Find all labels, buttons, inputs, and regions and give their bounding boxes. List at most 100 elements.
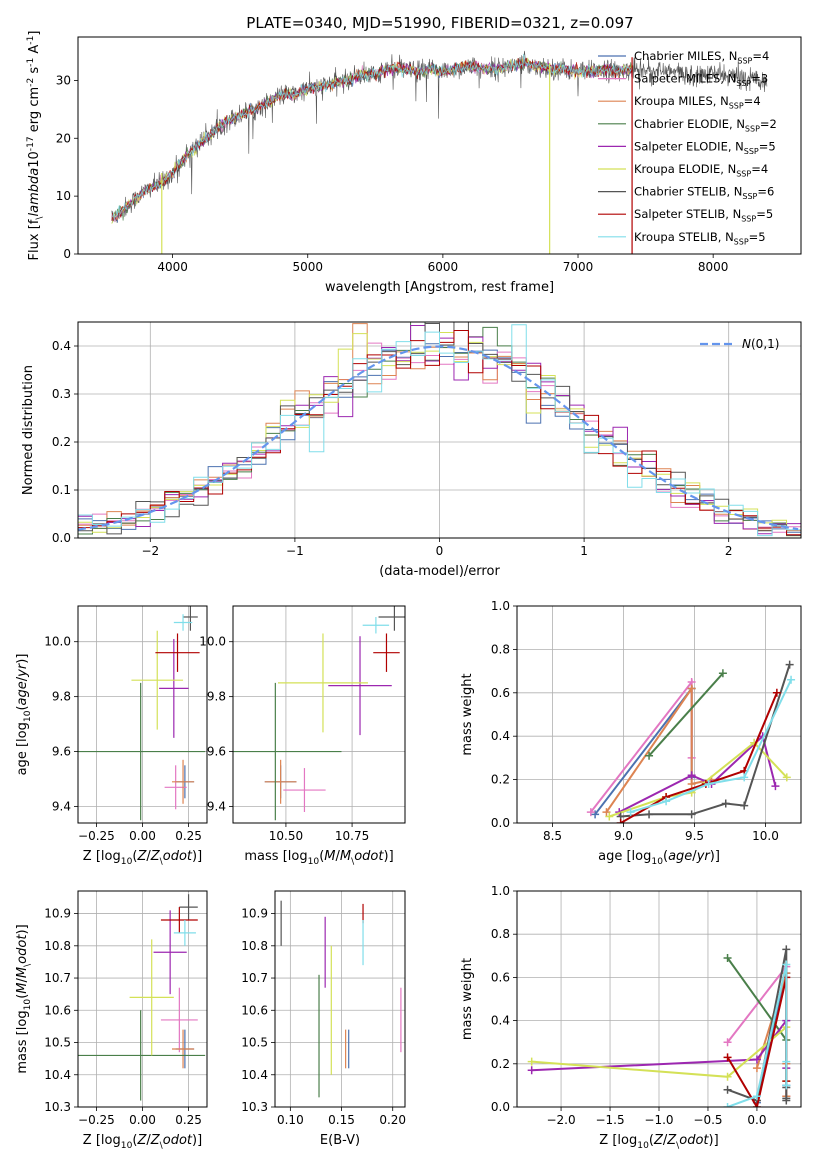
y-tick-label: 0.6 [491,686,510,700]
weight-marker [687,810,696,819]
residuals-frame [77,321,802,539]
y-tick-label: 0.2 [491,773,510,787]
y-tick-label: 10.0 [44,635,71,649]
weight-marker [723,1053,732,1062]
x-axis-label: mass [log10(M/M\odot)] [244,849,393,867]
y-tick-label: 9.4 [52,800,71,814]
model-spectrum-line [111,58,632,221]
weight-line [630,679,793,814]
weight-vs-age-plot-area [586,660,796,823]
y-tick-label: 10.3 [241,1100,268,1114]
weight-marker [723,1072,732,1081]
weight-marker [723,1085,732,1094]
weight-marker [591,810,600,819]
x-tick-label: 5000 [292,260,323,274]
y-tick-label: 1.0 [491,599,510,613]
legend-label: Chabrier STELIB, NSSP=6 [634,185,774,201]
y-tick-label: 10.6 [44,1003,71,1017]
y-tick-label: 9.4 [207,800,226,814]
weight-marker [772,688,781,697]
x-tick-label: −0.25 [78,1113,115,1127]
x-tick-label: 0.15 [328,1113,355,1127]
weight-vs-age-axes: 8.5 9.0 9.5 10.0 0.0 0.2 0.4 0.6 0.8 1.0 age [log1… [460,599,802,867]
x-tick-label: 8.5 [543,829,562,843]
weight-marker [752,1055,761,1064]
weight-marker [723,953,732,962]
weight-line [618,734,777,813]
age-vs-z-frame [77,605,208,824]
residuals-axes: −2 −1 0 1 2 0.0 0.1 0.2 0.3 0.4 (data-model)/error… [21,321,802,579]
y-axis-label: mass weight [460,958,475,1040]
x-tick-label: 10.0 [752,829,779,843]
weight-marker [718,669,727,678]
weight-marker [527,1057,536,1066]
weight-marker [782,1057,791,1066]
histogram-step [78,324,801,537]
y-tick-label: 9.8 [207,690,226,704]
y-tick-label: 10.6 [241,1003,268,1017]
y-tick-label: 0.2 [491,1057,510,1071]
weight-marker [752,1103,761,1107]
model-spectrum-line [111,59,632,223]
weight-marker [752,1092,761,1101]
model-spectrum-line [111,59,632,223]
weight-marker [586,808,595,817]
x-tick-label: −1.5 [595,1113,624,1127]
spectrum-legend: Chabrier MILES, NSSP=4 Salpeter MILES, NS… [598,49,777,246]
x-tick-label: 2 [725,544,733,558]
y-tick-label: 10.5 [44,1036,71,1050]
weight-marker [687,779,696,788]
weight-marker [721,799,730,808]
legend-label: N(0,1) [742,337,779,351]
y-tick-label: 10.8 [44,939,71,953]
y-tick-label: 0.6 [491,970,510,984]
weight-marker [645,751,654,760]
mass-vs-z-axes: −0.25 0.00 0.25 10.3 10.4 10.5 10.6 10.7 10.8 10.… [15,890,208,1151]
y-tick-label: 0.4 [491,1014,510,1028]
weight-line [726,957,788,1041]
y-tick-label: 0.3 [52,387,71,401]
y-tick-label: 10 [56,189,71,203]
mass-vs-z-plot-area [78,894,206,1101]
y-tick-label: 0.4 [52,339,71,353]
mass-vs-ebv-plot-area [280,900,402,1098]
y-tick-label: 20 [56,131,71,145]
weight-marker [782,960,791,969]
x-tick-label: 0.00 [129,1113,156,1127]
y-tick-label: 0.0 [491,1100,510,1114]
weight-marker [752,1064,761,1073]
x-axis-label: wavelength [Angstrom, rest frame] [325,280,554,295]
x-axis-label: age [log10(age/yr)] [598,849,720,867]
weight-marker [645,810,654,819]
x-axis-label: Z [log10(Z/Z\odot)] [599,1133,718,1151]
x-tick-label: −2 [141,544,159,558]
weight-marker [782,1096,791,1105]
legend-label: Kroupa ELODIE, NSSP=4 [634,162,768,178]
weight-marker [616,819,625,823]
model-spectrum-line [111,58,632,223]
weight-marker [605,812,614,821]
x-tick-label: 6000 [428,260,459,274]
y-axis-label: Flux [f\lambda10-17 erg cm-2 s-1 A-1] [26,31,45,261]
weight-vs-age-frame [516,605,802,824]
mass-vs-z-frame [77,890,208,1108]
model-spectrum-line [111,57,632,221]
y-tick-label: 1.0 [491,884,510,898]
figure-title: PLATE=0340, MJD=51990, FIBERID=0321, z=0… [246,14,633,32]
legend-label: Kroupa STELIB, NSSP=5 [634,230,766,246]
weight-marker [771,782,780,791]
x-tick-label: 1 [580,544,588,558]
x-axis-label: Z [log10(Z/Z\odot)] [83,849,202,867]
age-vs-mass-axes: 10.50 10.75 9.4 9.6 9.8 10.0 mass [log10(M/M\o… [199,605,406,867]
gaussian-curve [78,345,799,531]
x-tick-label: 10.75 [335,829,369,843]
weight-marker [723,1103,732,1107]
x-tick-label: 0.20 [379,1113,406,1127]
y-tick-label: 9.6 [52,745,71,759]
y-tick-label: 0.8 [491,642,510,656]
weight-marker [787,675,796,684]
weight-line [620,664,791,818]
x-tick-label: 0.00 [129,829,156,843]
age-vs-mass-frame [232,605,406,824]
age-vs-z-axes: −0.25 0.00 0.25 9.4 9.6 9.8 10.0 Z [log10(Z/Z\o… [15,605,208,867]
